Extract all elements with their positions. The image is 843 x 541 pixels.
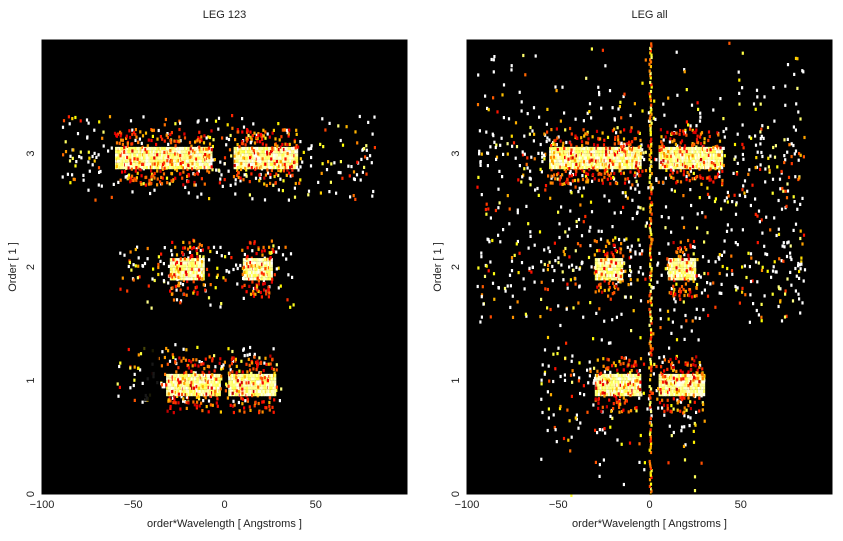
y-tick-label: 0	[450, 491, 462, 497]
chart-title: LEG 123	[203, 9, 246, 21]
plot-frame	[41, 39, 408, 495]
plot-background	[42, 40, 407, 494]
x-tick-label: −50	[549, 499, 568, 511]
x-tick-label: 50	[310, 499, 322, 511]
heatmap-image	[476, 41, 807, 497]
y-tick-label: 0	[25, 491, 37, 497]
y-axis-label: Order [ 1 ]	[432, 242, 444, 292]
y-tick-label: 3	[25, 150, 37, 156]
plot-frame	[466, 39, 833, 495]
x-tick-label: 0	[221, 499, 227, 511]
x-tick-label: −50	[124, 499, 143, 511]
y-tick-label: 3	[450, 150, 462, 156]
x-tick-label: 0	[646, 499, 652, 511]
y-tick-label: 2	[450, 264, 462, 270]
x-axis: −100 −50 0 50	[455, 40, 833, 511]
x-axis: −100 −50 0 50	[30, 40, 408, 511]
heatmap-image	[61, 114, 376, 415]
y-axis-label: Order [ 1 ]	[7, 242, 19, 292]
chart-panel-leg-123: −100 −50 0 50 0 1 2 3 LEG 123 order*Wavelength [ …	[7, 9, 408, 530]
x-axis-label: order*Wavelength [ Angstroms ]	[572, 518, 727, 530]
x-tick-label: −100	[30, 499, 55, 511]
y-tick-label: 1	[25, 377, 37, 383]
x-tick-label: −100	[455, 499, 480, 511]
x-tick-label: 50	[735, 499, 747, 511]
chart-title: LEG all	[631, 9, 667, 21]
x-axis-label: order*Wavelength [ Angstroms ]	[147, 518, 302, 530]
chart-panel-leg-all: −100 −50 0 50 0 1 2 3 LEG all order*Wavelength [ …	[432, 9, 833, 530]
y-tick-label: 1	[450, 377, 462, 383]
y-tick-label: 2	[25, 264, 37, 270]
